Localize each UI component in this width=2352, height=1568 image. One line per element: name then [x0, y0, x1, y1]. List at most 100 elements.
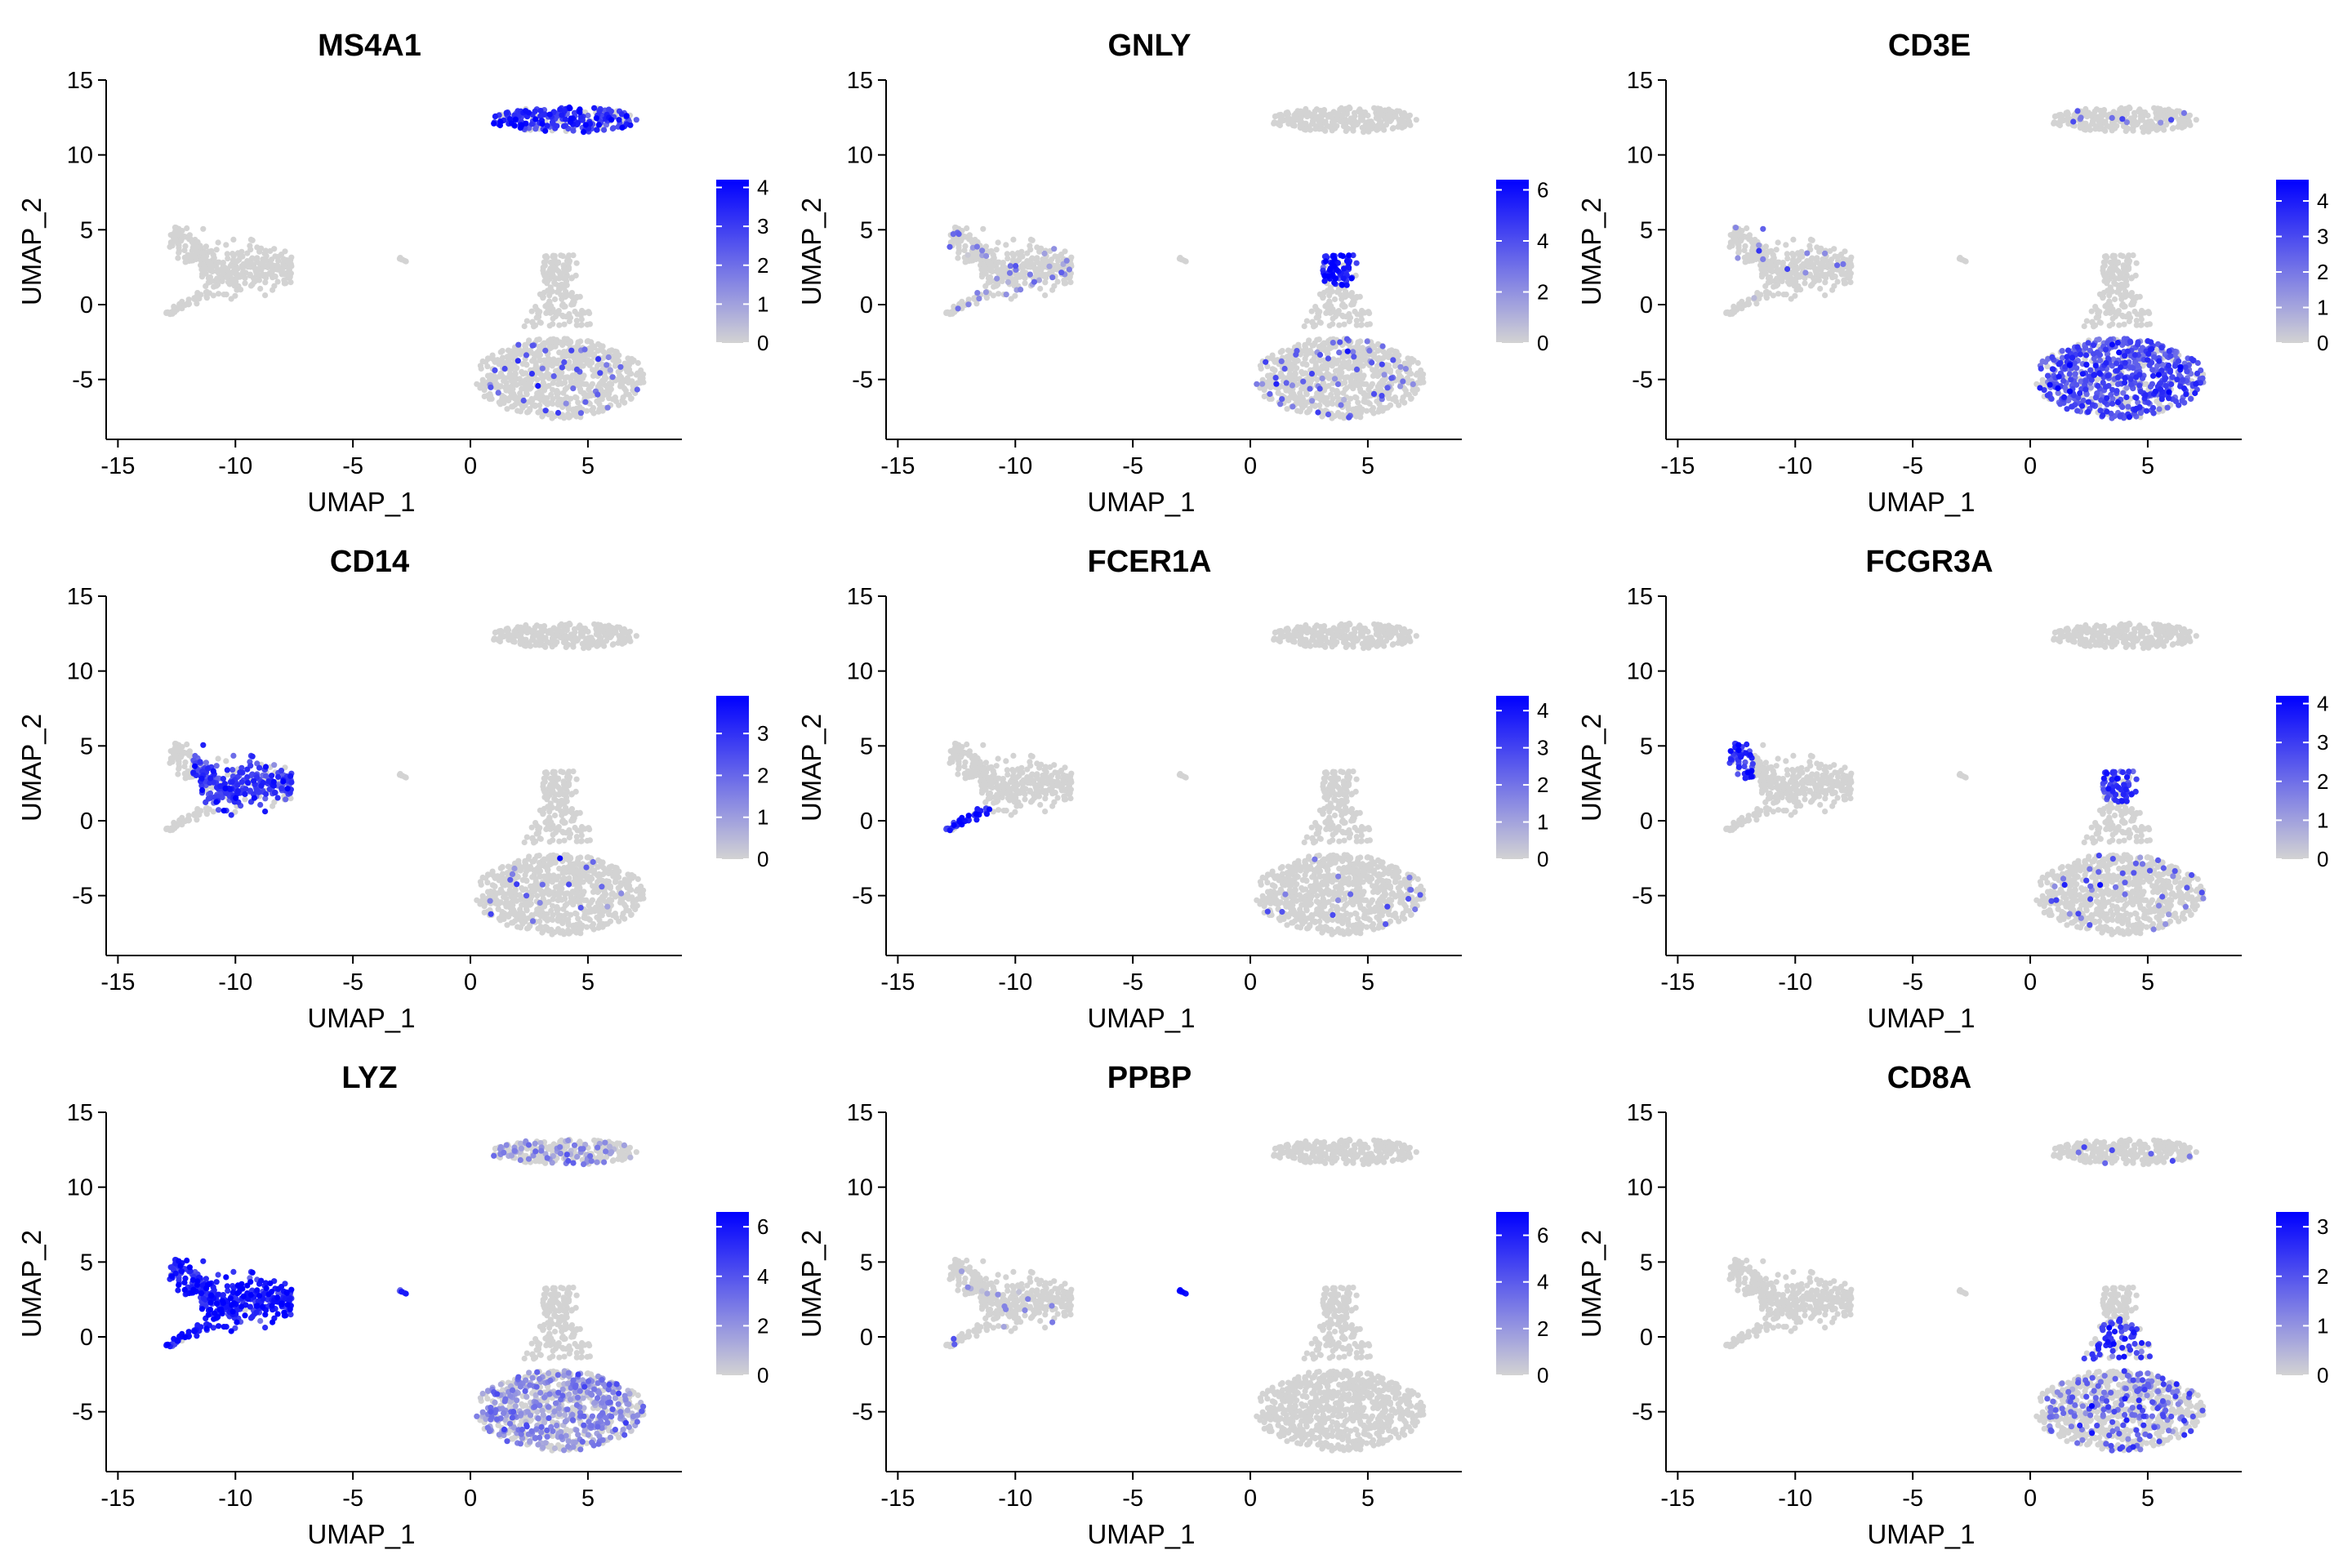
cell-point	[1366, 321, 1373, 327]
cell-point	[1297, 390, 1303, 397]
cell-point	[503, 109, 510, 116]
cell-point	[2165, 112, 2172, 118]
cell-point	[257, 285, 264, 292]
cell-point	[956, 244, 962, 251]
cell-point	[1831, 246, 1838, 252]
cell-point	[283, 257, 290, 264]
cell-point	[1003, 242, 1009, 248]
cell-point	[2081, 126, 2087, 133]
cell-point	[564, 394, 570, 401]
cell-point	[532, 304, 539, 310]
cell-point	[577, 410, 585, 416]
cell-point	[1353, 366, 1361, 372]
cell-point	[1414, 359, 1421, 367]
cell-point	[1369, 408, 1375, 414]
cell-point	[568, 631, 574, 638]
cell-point	[2100, 267, 2106, 274]
cell-point	[1357, 338, 1364, 345]
cell-points	[163, 620, 647, 938]
cell-point	[1032, 268, 1039, 274]
cell-point	[619, 124, 626, 131]
cell-point	[2055, 385, 2061, 391]
cell-point	[1400, 394, 1406, 401]
cell-point	[194, 249, 201, 256]
cell-point	[1735, 255, 1741, 261]
cell-point	[530, 636, 537, 643]
cell-point	[521, 323, 528, 330]
cell-point	[1847, 279, 1854, 286]
cell-point	[520, 378, 527, 385]
x-tick-label: -15	[100, 453, 135, 479]
cell-point	[577, 359, 583, 366]
cell-point	[489, 354, 496, 360]
cell-point	[985, 279, 991, 286]
cell-point	[947, 243, 953, 250]
cell-point	[1000, 262, 1006, 270]
cell-point	[2056, 122, 2063, 129]
cell-point	[1309, 342, 1316, 349]
cell-point	[1331, 376, 1339, 382]
cell-point	[569, 274, 576, 281]
cell-point	[1027, 247, 1034, 253]
cell-point	[2166, 348, 2172, 354]
cell-point	[274, 262, 281, 269]
cell-point	[2143, 408, 2149, 414]
cell-point	[1329, 363, 1335, 369]
panel-title: CD3E	[1888, 29, 1971, 63]
cell-point	[595, 122, 603, 128]
cell-point	[2122, 379, 2128, 386]
cell-point	[544, 280, 550, 287]
cell-point	[2087, 367, 2094, 373]
cell-point	[1318, 112, 1325, 118]
cell-point	[2072, 371, 2078, 377]
x-tick-label: -5	[1122, 453, 1143, 479]
cell-point	[214, 268, 220, 274]
cell-point	[1307, 350, 1313, 356]
cell-point	[214, 275, 220, 282]
cell-point	[1847, 270, 1854, 277]
cell-point	[1307, 127, 1314, 133]
cell-point	[550, 380, 556, 386]
cell-point	[1414, 386, 1420, 393]
cell-point	[583, 381, 590, 387]
cell-point	[1051, 246, 1058, 252]
cell-point	[1277, 401, 1284, 408]
cell-point	[2145, 309, 2152, 315]
cell-point	[1339, 111, 1346, 118]
cell-point	[973, 243, 980, 250]
x-tick-label: 5	[581, 453, 595, 479]
cell-point	[262, 292, 269, 299]
cell-point	[1269, 354, 1276, 360]
x-tick-label: -10	[218, 453, 252, 479]
cell-point	[1309, 398, 1316, 404]
cell-point	[577, 338, 584, 345]
cell-point	[1269, 366, 1276, 372]
cell-point	[1342, 122, 1349, 129]
cell-point	[263, 252, 270, 259]
y-tick-label: 5	[80, 217, 93, 243]
cell-point	[1379, 343, 1386, 350]
cell-point	[201, 253, 207, 260]
cell-point	[536, 353, 542, 359]
cell-point	[1325, 287, 1331, 294]
cell-point	[1799, 253, 1806, 260]
cell-point	[639, 376, 645, 382]
cell-point	[1067, 279, 1074, 286]
cell-point	[240, 261, 247, 267]
cell-point	[605, 628, 612, 635]
cell-point	[584, 338, 590, 345]
cell-point	[612, 359, 619, 365]
cell-point	[2133, 374, 2140, 381]
cell-point	[1312, 126, 1319, 132]
cell-point	[1288, 391, 1294, 398]
cell-point	[1790, 252, 1797, 259]
cell-point	[223, 758, 229, 764]
cell-point	[2115, 268, 2122, 274]
cell-point	[979, 247, 986, 254]
cell-point	[2135, 341, 2141, 348]
cell-point	[1370, 121, 1376, 127]
cell-point	[2193, 117, 2199, 123]
cell-point	[1300, 397, 1307, 404]
cell-point	[585, 628, 591, 635]
